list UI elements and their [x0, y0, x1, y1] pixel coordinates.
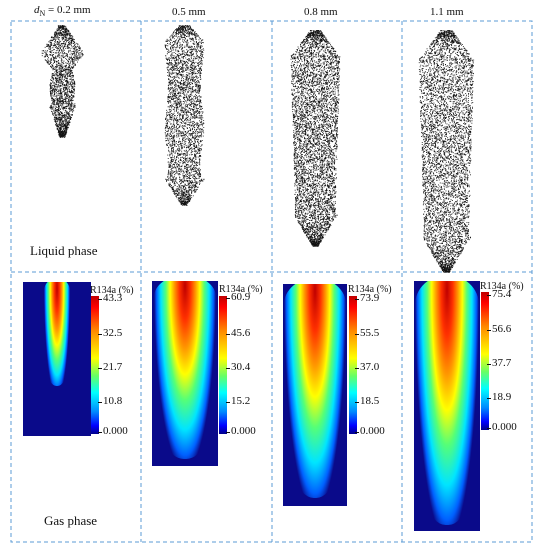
liquid-phase-label: Liquid phase [30, 243, 98, 258]
colorbar-1-tick-4: 10.8 [97, 395, 123, 407]
colorbar-4-tick-2: 56.6 [486, 323, 512, 335]
colorbar-3-tick-1: 73.9 [354, 292, 380, 304]
gas-contour-0.8mm [283, 284, 347, 506]
gas-contour-0.5mm [152, 281, 218, 466]
gas-phase-label: Gas phase [44, 513, 98, 528]
colorbar-1-tick-5: 0.000 [98, 425, 128, 437]
colorbar-title-4: R134a (%) [480, 281, 524, 292]
spray-droplets [418, 30, 475, 273]
gas-contour-1.1mm [414, 281, 480, 531]
colorbar-2-tick-1: 60.9 [225, 291, 251, 303]
spray-droplets [290, 30, 341, 247]
liquid-spray-0.5mm [164, 25, 205, 206]
gas-contour-0.2mm [23, 282, 91, 436]
colorbar-4-tick-1: 75.4 [486, 288, 512, 300]
diameter-label-2: 0.5 mm [172, 6, 206, 18]
colorbar-2-tick-2: 45.6 [225, 327, 251, 339]
colorbar-1-tick-3: 21.7 [97, 361, 123, 373]
diameter-label-1: dN = 0.2 mm [34, 4, 91, 18]
colorbar-title-1: R134a (%) [90, 285, 134, 296]
diameter-label-3: 0.8 mm [304, 6, 338, 18]
liquid-spray-0.8mm [290, 30, 341, 247]
colorbar-4-tick-4: 18.9 [486, 391, 512, 403]
colorbar-1-tick-2: 32.5 [97, 327, 123, 339]
colorbar-3-tick-4: 18.5 [354, 395, 380, 407]
diameter-value-1: = 0.2 mm [45, 4, 91, 16]
liquid-spray-0.2mm [41, 25, 84, 138]
colorbar-title-3: R134a (%) [348, 284, 392, 295]
colorbar-3-tick-5: 0.000 [355, 425, 385, 437]
diameter-label-4: 1.1 mm [430, 6, 464, 18]
colorbar-1-tick-1: 43.3 [97, 292, 123, 304]
spray-droplets [164, 25, 205, 206]
diameter-symbol: d [34, 4, 40, 16]
colorbar-3 [349, 296, 357, 434]
colorbar-4-tick-3: 37.7 [486, 357, 512, 369]
spray-droplets [41, 25, 84, 138]
colorbar-1 [91, 296, 99, 434]
colorbar-3-tick-3: 37.0 [354, 361, 380, 373]
colorbar-4 [481, 292, 489, 430]
colorbar-2-tick-4: 15.2 [225, 395, 251, 407]
colorbar-2 [219, 296, 227, 434]
colorbar-3-tick-2: 55.5 [354, 327, 380, 339]
liquid-spray-1.1mm [418, 30, 475, 273]
diameter-subscript: N [39, 9, 46, 19]
colorbar-2-tick-5: 0.000 [226, 425, 256, 437]
colorbar-title-2: R134a (%) [219, 284, 263, 295]
colorbar-2-tick-3: 30.4 [225, 361, 251, 373]
colorbar-4-tick-5: 0.000 [487, 421, 517, 433]
